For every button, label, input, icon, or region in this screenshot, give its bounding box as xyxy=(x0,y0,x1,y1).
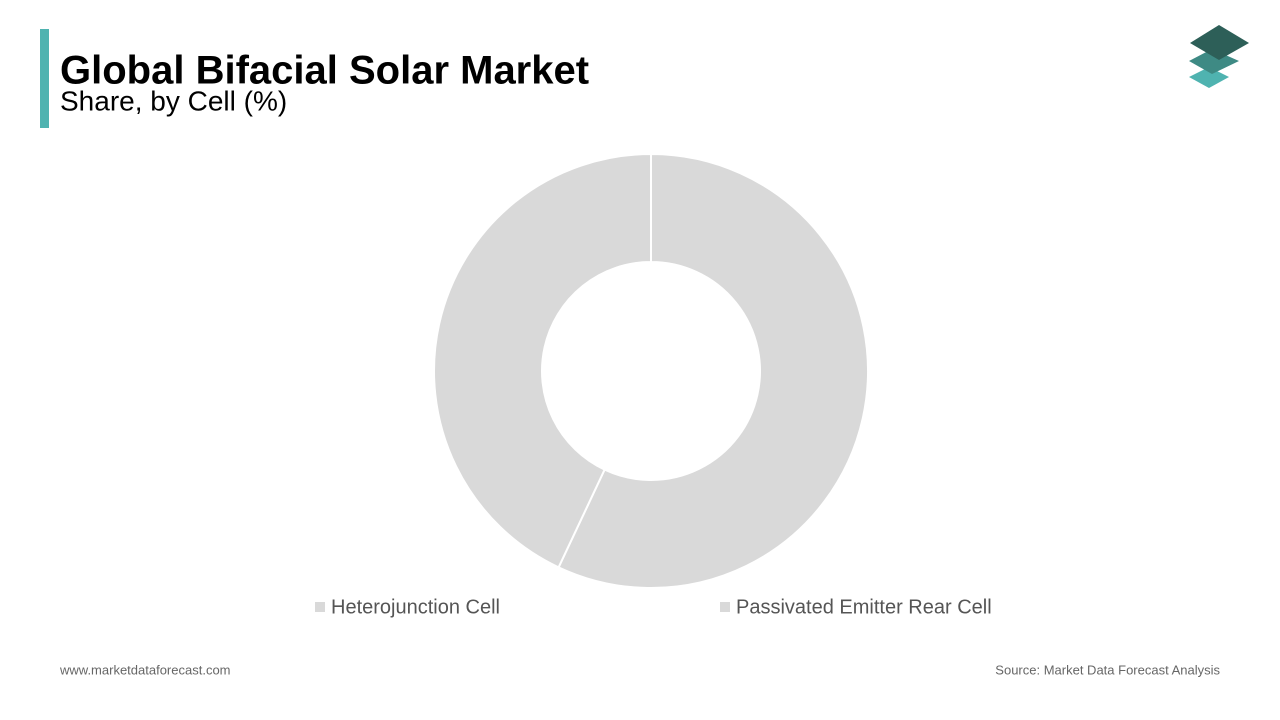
donut-slice xyxy=(557,152,869,589)
legend-marker xyxy=(720,602,730,612)
title-accent xyxy=(40,29,49,128)
legend-marker xyxy=(315,602,325,612)
legend-label: Heterojunction Cell xyxy=(331,596,500,618)
legend-label: Passivated Emitter Rear Cell xyxy=(736,596,992,618)
chart-title: Global Bifacial Solar Market xyxy=(60,49,589,93)
logo xyxy=(1189,25,1249,88)
source: Source: Market Data Forecast Analysis xyxy=(995,662,1220,677)
chart-subtitle: Share, by Cell (%) xyxy=(60,85,287,116)
donut-slice xyxy=(433,152,652,569)
website: www.marketdataforecast.com xyxy=(59,662,231,677)
